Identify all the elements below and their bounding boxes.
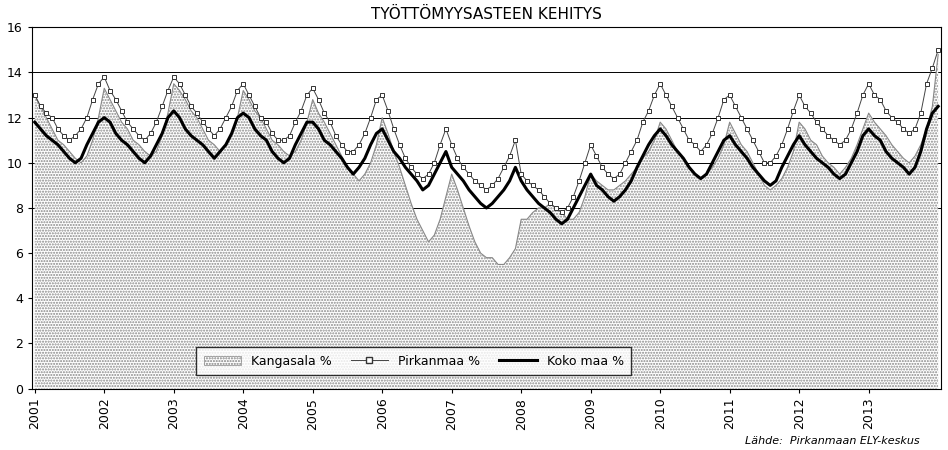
Title: TYÖTTÖMYYSASTEEN KEHITYS: TYÖTTÖMYYSASTEEN KEHITYS	[371, 7, 602, 22]
Legend: Kangasala %, Pirkanmaa %, Koko maa %: Kangasala %, Pirkanmaa %, Koko maa %	[196, 347, 631, 375]
Text: Lähde:  Pirkanmaan ELY-keskus: Lähde: Pirkanmaan ELY-keskus	[745, 436, 920, 446]
